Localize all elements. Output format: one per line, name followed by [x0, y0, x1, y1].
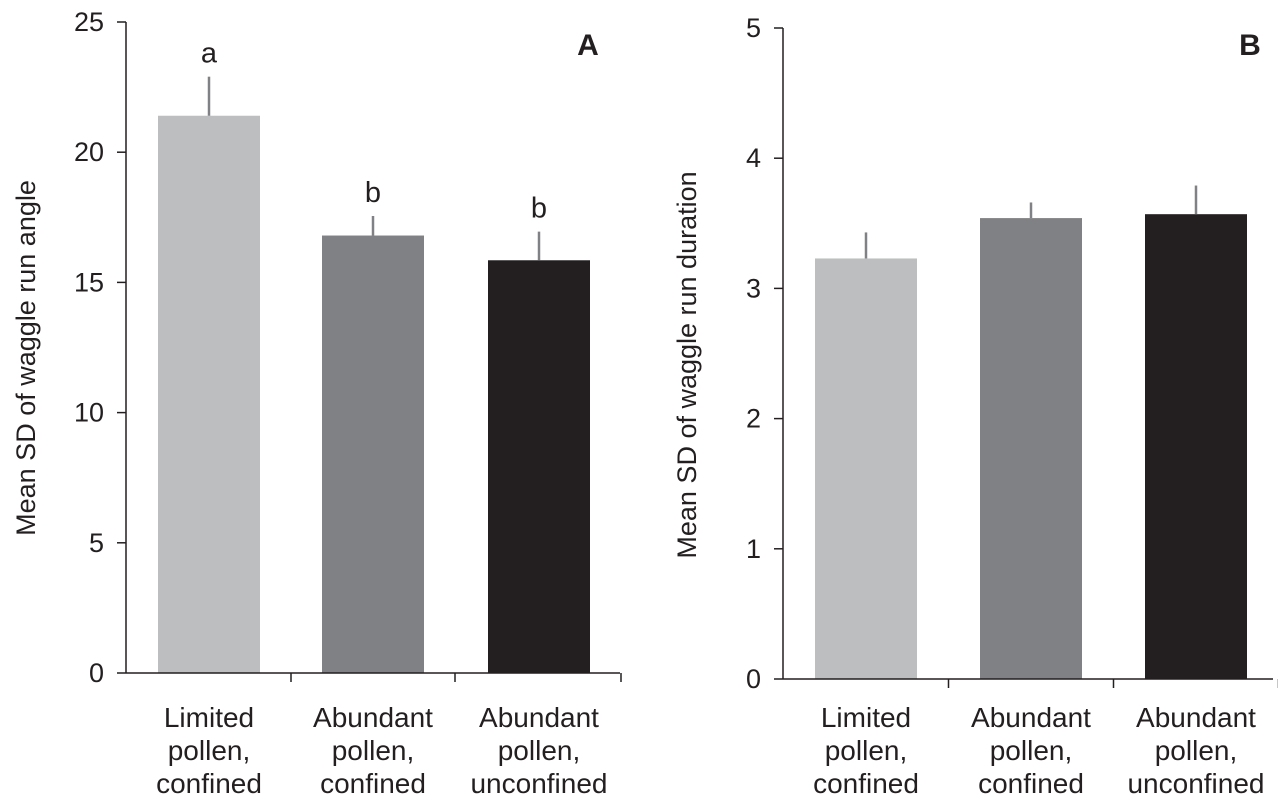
y-tick-label: 5 — [89, 528, 104, 558]
x-category-label-line: pollen, — [825, 735, 908, 766]
x-category-label-line: pollen, — [332, 735, 415, 766]
x-category-label: Abundant pollen, confined — [971, 702, 1091, 799]
x-category-label-line: pollen, — [990, 735, 1073, 766]
x-category-label-line: confined — [813, 768, 919, 799]
bar — [815, 258, 917, 679]
y-tick-label: 2 — [746, 404, 761, 434]
x-category-label-line: confined — [156, 768, 262, 799]
y-tick-label: 25 — [74, 7, 104, 37]
panel-label: B — [1239, 29, 1261, 62]
significance-letter: a — [201, 38, 218, 70]
y-axis-title: Mean SD of waggle run angle — [11, 180, 41, 536]
x-category-label-line: confined — [978, 768, 1084, 799]
y-tick-label: 4 — [746, 143, 761, 173]
x-category-label: Abundant pollen, unconfined — [470, 702, 607, 799]
x-category-label-line: Abundant — [479, 702, 599, 733]
y-tick-label: 0 — [89, 658, 104, 688]
y-tick-label: 3 — [746, 273, 761, 303]
y-tick-label: 0 — [746, 664, 761, 694]
x-category-label-line: unconfined — [470, 768, 607, 799]
y-tick-label: 20 — [74, 137, 104, 167]
x-category-label-line: Limited — [164, 702, 254, 733]
x-category-label-line: unconfined — [1127, 768, 1264, 799]
x-category-label-line: Abundant — [1136, 702, 1256, 733]
x-category-label-line: pollen, — [1155, 735, 1238, 766]
x-category-label-line: pollen, — [498, 735, 581, 766]
bar — [158, 115, 260, 673]
bar — [488, 260, 590, 673]
x-category-label: Limited pollen, confined — [156, 702, 262, 799]
x-category-label-line: Limited — [821, 702, 911, 733]
x-category-label: Abundant pollen, unconfined — [1127, 702, 1264, 799]
y-tick-label: 1 — [746, 534, 761, 564]
x-category-label-line: confined — [320, 768, 426, 799]
x-category-label-line: Abundant — [313, 702, 433, 733]
x-category-label: Abundant pollen, confined — [313, 702, 433, 799]
bar — [1145, 214, 1247, 679]
significance-letter: b — [365, 177, 381, 209]
y-axis-title: Mean SD of waggle run duration — [672, 171, 702, 558]
bar — [322, 235, 424, 673]
panel-label: A — [577, 29, 599, 62]
bar — [980, 218, 1082, 680]
y-tick-label: 15 — [74, 267, 104, 297]
x-category-label-line: Abundant — [971, 702, 1091, 733]
x-category-label: Limited pollen, confined — [813, 702, 919, 799]
y-tick-label: 5 — [746, 13, 761, 43]
significance-letter: b — [531, 193, 547, 225]
y-tick-label: 10 — [74, 398, 104, 428]
x-category-label-line: pollen, — [168, 735, 251, 766]
